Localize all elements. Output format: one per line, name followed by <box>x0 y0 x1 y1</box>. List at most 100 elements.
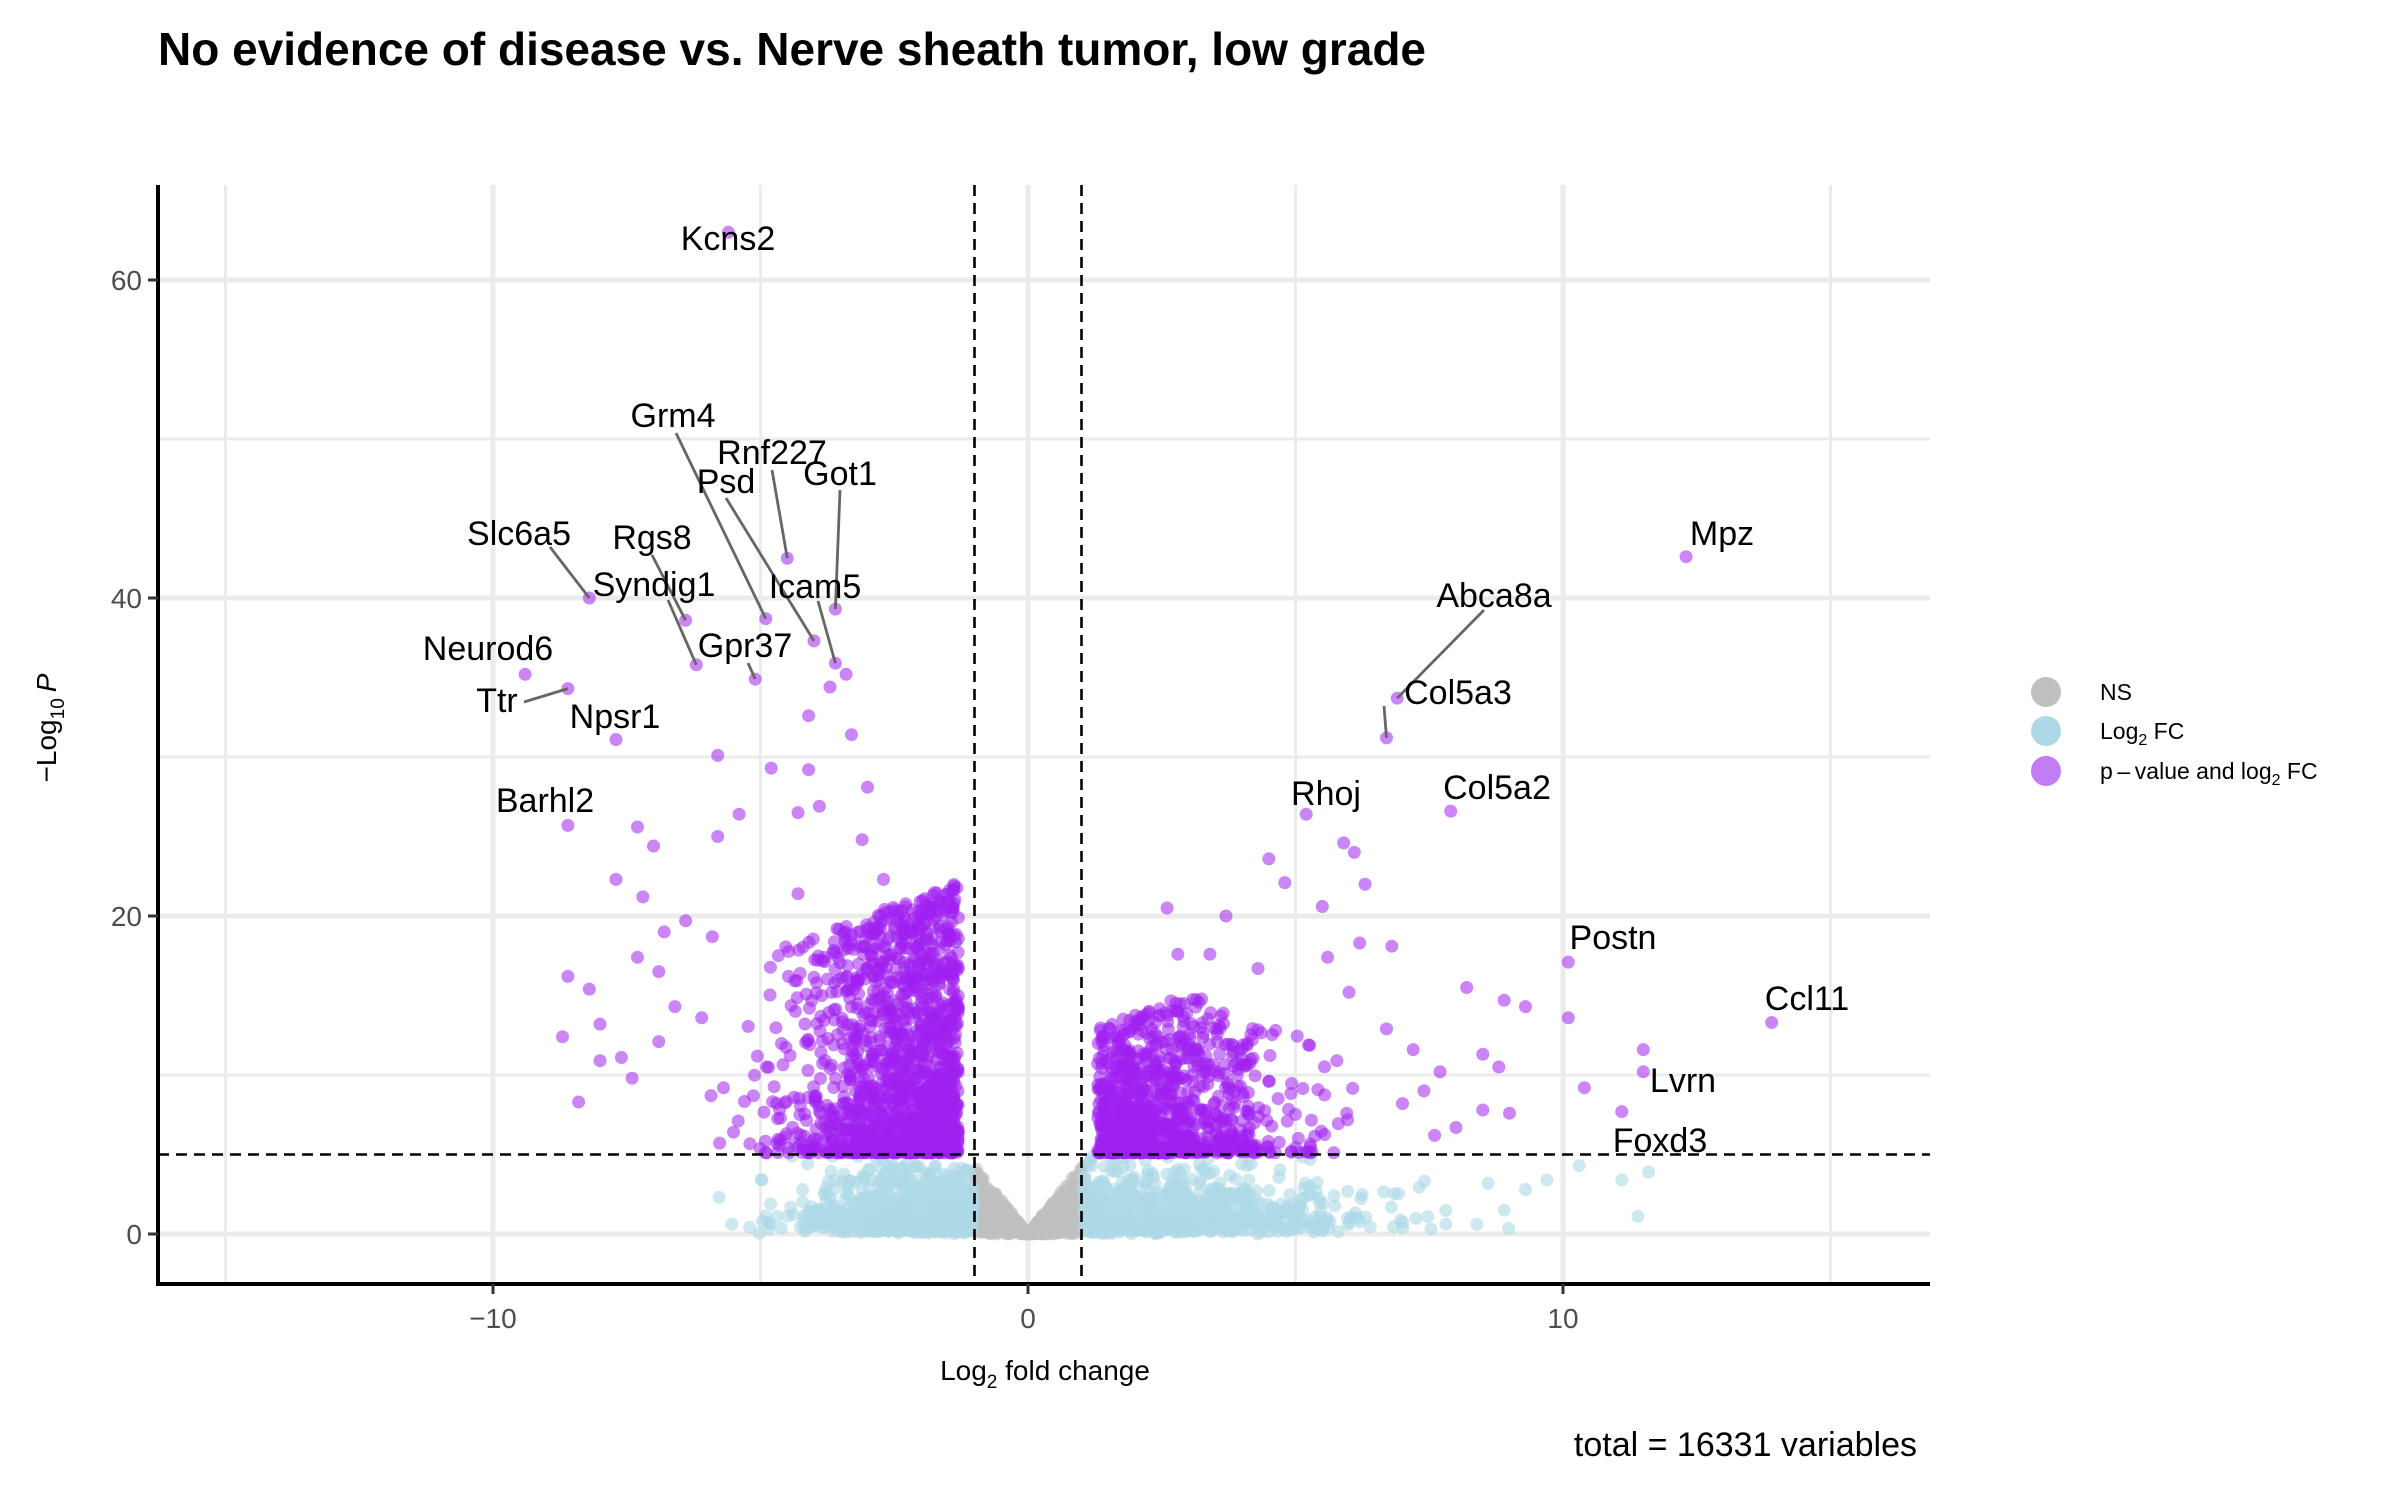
log2fc-point <box>931 1207 945 1221</box>
significant-point <box>1197 1116 1211 1130</box>
significant-point <box>773 1133 787 1147</box>
significant-point <box>1519 1000 1532 1014</box>
significant-point <box>786 1120 800 1134</box>
log2fc-point <box>1353 1215 1367 1229</box>
log2fc-point <box>1223 1169 1237 1182</box>
significant-point <box>802 763 816 777</box>
gene-label: Rhoj <box>1291 775 1361 813</box>
significant-point <box>1385 939 1399 953</box>
significant-point <box>705 930 719 944</box>
significant-point <box>815 1034 829 1048</box>
significant-point <box>1120 1079 1134 1093</box>
significant-point <box>802 709 816 723</box>
significant-point <box>1318 1060 1331 1074</box>
gene-label: Lvrn <box>1650 1062 1716 1100</box>
significant-point <box>793 966 807 980</box>
significant-point <box>711 830 725 843</box>
log2fc-point <box>1143 1198 1157 1212</box>
y-axis-title-subscript: 10 <box>48 698 69 719</box>
significant-point <box>861 964 875 978</box>
legend-log2fc-label-base: Log <box>2100 718 2138 744</box>
significant-point <box>914 995 928 1009</box>
log2fc-point <box>943 1185 957 1199</box>
gene-label: Got1 <box>803 455 877 493</box>
significant-point <box>823 1116 837 1130</box>
ns-point <box>1043 1227 1057 1240</box>
significant-point <box>932 1072 946 1086</box>
significant-point <box>1285 1077 1299 1090</box>
significant-point <box>1246 1022 1259 1036</box>
significant-point <box>827 935 841 949</box>
log2fc-point <box>1193 1157 1207 1171</box>
significant-point <box>813 1072 827 1085</box>
log2fc-point <box>1182 1217 1196 1230</box>
significant-point <box>940 1018 954 1032</box>
significant-point <box>1380 1022 1393 1036</box>
significant-point <box>897 956 911 969</box>
log2fc-point <box>1200 1210 1214 1224</box>
significant-point <box>882 1059 896 1073</box>
significant-point <box>561 818 575 832</box>
significant-point <box>1114 1142 1128 1156</box>
significant-point <box>1346 1081 1360 1095</box>
significant-point <box>1181 1142 1195 1155</box>
log2fc-point <box>1229 1189 1243 1203</box>
significant-point <box>1141 1066 1155 1080</box>
log2fc-point <box>774 1221 788 1235</box>
significant-point <box>1203 947 1217 961</box>
significant-point <box>1236 1141 1250 1155</box>
gene-label: Grm4 <box>631 397 716 435</box>
significant-point <box>853 1089 867 1103</box>
gene-label: Psd <box>697 463 756 501</box>
grid-lines <box>158 185 1930 1284</box>
y-axis-title-prefix: −Log <box>31 719 62 782</box>
log2fc-point <box>1497 1203 1511 1217</box>
significant-point <box>849 1146 863 1160</box>
log2fc-point <box>877 1169 890 1182</box>
significant-point <box>1262 1074 1276 1088</box>
log2fc-point <box>1229 1213 1243 1227</box>
gene-label: Kcns2 <box>681 220 776 258</box>
gene-label: Slc6a5 <box>467 515 571 553</box>
significant-point <box>844 1106 858 1120</box>
significant-point <box>1636 1043 1650 1057</box>
gene-label: Col5a2 <box>1443 769 1551 807</box>
significant-point <box>1225 1092 1239 1106</box>
log2fc-point <box>872 1202 886 1216</box>
significant-point <box>855 833 869 847</box>
significant-point <box>1241 1107 1255 1121</box>
log2fc-point <box>1631 1210 1645 1223</box>
significant-point <box>823 1102 836 1116</box>
log2fc-point <box>1572 1159 1586 1173</box>
significant-point <box>748 1068 761 1082</box>
log2fc-point <box>1519 1183 1532 1196</box>
log2fc-point <box>887 1201 901 1215</box>
x-axis-title-rest: fold change <box>997 1355 1150 1386</box>
legend-log2fc-swatch <box>2031 716 2061 746</box>
log2fc-point <box>1194 1174 1208 1188</box>
significant-point <box>1212 1019 1226 1033</box>
gene-label: Syndig1 <box>593 566 716 604</box>
log2fc-point <box>1294 1192 1308 1206</box>
log2fc-point <box>1412 1180 1426 1194</box>
significant-point <box>764 761 778 775</box>
log2fc-point <box>1470 1217 1484 1231</box>
significant-point <box>1231 1062 1245 1076</box>
significant-point <box>1106 1089 1120 1103</box>
significant-point <box>1251 962 1265 975</box>
ns-point <box>1053 1226 1067 1239</box>
label-connector <box>523 687 569 704</box>
significant-point <box>776 1058 790 1072</box>
significant-point <box>1315 900 1329 913</box>
log2fc-point <box>752 1226 766 1240</box>
significant-point <box>1497 993 1511 1007</box>
significant-point <box>947 972 961 986</box>
label-connector <box>770 469 789 559</box>
log2fc-point <box>1377 1185 1391 1199</box>
log2fc-point <box>1170 1203 1184 1217</box>
significant-point <box>1304 1113 1318 1127</box>
significant-point <box>950 997 964 1011</box>
log2fc-point <box>725 1217 739 1231</box>
log2fc-point <box>1160 1213 1174 1227</box>
log2fc-point <box>1384 1200 1398 1214</box>
